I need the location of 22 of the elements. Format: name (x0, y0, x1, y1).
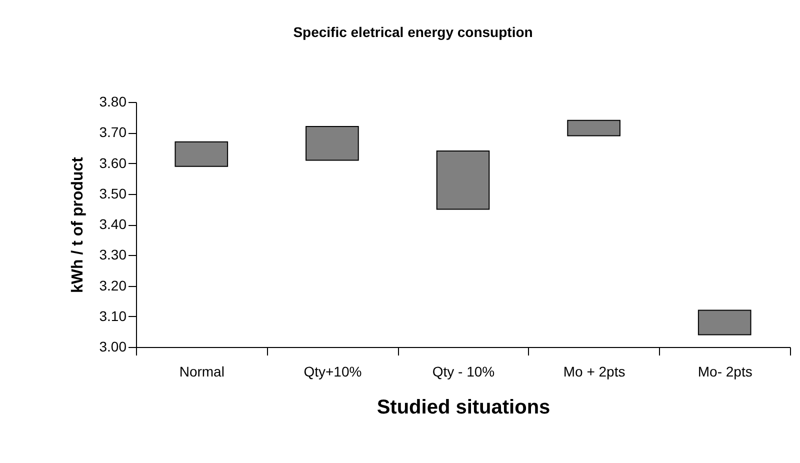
bar (698, 310, 752, 336)
y-tick-label: 3.60 (99, 154, 127, 171)
y-tick-label: 3.30 (99, 246, 127, 263)
x-tick-label: Mo + 2pts (563, 364, 626, 380)
bar (306, 126, 359, 161)
y-tick-label: 3.70 (99, 124, 127, 140)
bar (567, 120, 620, 136)
y-tick-label: 3.20 (99, 277, 127, 294)
y-tick-label: 3.50 (99, 185, 127, 202)
y-tick-label: 3.80 (99, 94, 127, 110)
x-tick-label: Qty - 10% (432, 364, 495, 380)
y-tick-label: 3.10 (99, 308, 127, 324)
y-tick-label: 3.00 (99, 338, 127, 354)
bar (174, 141, 228, 167)
x-tick-label: Normal (179, 364, 224, 380)
x-tick-label: Qty+10% (304, 364, 362, 380)
y-tick-label: 3.40 (99, 216, 127, 232)
x-tick-label: Mo- 2pts (698, 364, 752, 380)
y-axis-title: kWh / t of product (69, 156, 86, 293)
chart-title: Specific eletrical energy consuption (293, 24, 533, 40)
bar (436, 150, 490, 210)
x-axis-title: Studied situations (376, 396, 550, 418)
